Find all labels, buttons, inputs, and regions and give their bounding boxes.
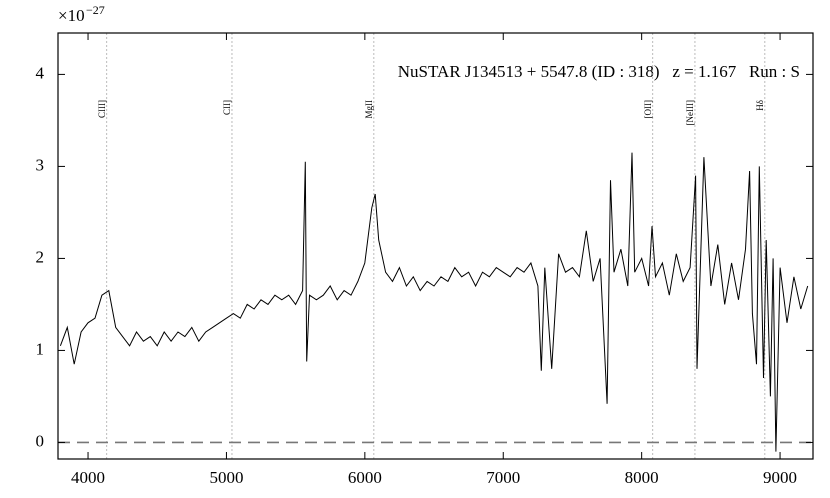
y-tick-label: 0 <box>36 431 45 450</box>
y-tick-label: 1 <box>36 339 45 358</box>
line-label: [OII] <box>643 100 653 119</box>
x-tick-label: 9000 <box>763 468 797 487</box>
y-tick-label: 4 <box>36 63 45 82</box>
line-label: MgII <box>364 100 374 119</box>
y-tick-label: 3 <box>36 155 45 174</box>
line-label: [NeIII] <box>685 100 695 125</box>
plot-frame <box>57 32 814 460</box>
x-tick-label: 6000 <box>348 468 382 487</box>
line-label: CII] <box>222 100 232 115</box>
x-tick-label: 4000 <box>71 468 105 487</box>
x-tick-label: 8000 <box>625 468 659 487</box>
x-tick-label: 5000 <box>209 468 243 487</box>
line-label: CIII] <box>97 100 107 118</box>
line-label: Hδ <box>755 100 765 111</box>
chart-title: NuSTAR J134513 + 5547.8 (ID : 318) z = 1… <box>398 62 800 81</box>
spectrum <box>59 152 809 452</box>
y-offset-base: ×10 <box>58 6 85 25</box>
y-offset-exponent: −27 <box>86 3 105 17</box>
y-tick-label: 2 <box>36 247 45 266</box>
x-tick-label: 7000 <box>486 468 520 487</box>
